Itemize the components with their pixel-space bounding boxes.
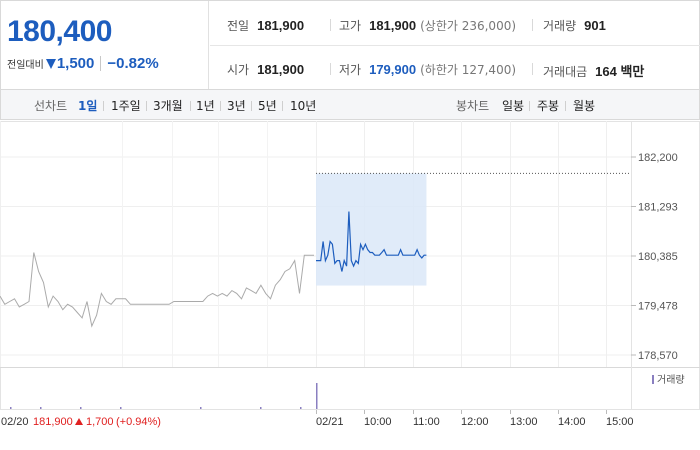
divider	[565, 101, 566, 111]
candle-chart-label: 봉차트	[456, 99, 490, 113]
previous-day-date: 02/20	[1, 416, 29, 428]
period-1d[interactable]: 1일	[78, 99, 98, 113]
stats-table: 전일 181,900 고가 181,900 (상한가 236,000) 거래량 …	[210, 1, 700, 90]
chart-canvas: 182,200 181,293 180,385 179,478 178,570 거래량 02…	[0, 121, 700, 428]
stat-value: 179,900	[369, 62, 417, 77]
period-3y[interactable]: 3년	[227, 99, 246, 113]
candle-monthly[interactable]: 월봉	[573, 99, 596, 113]
stat-value: 181,900	[369, 18, 417, 33]
divider	[190, 101, 191, 111]
volume-bar	[40, 407, 42, 409]
stat-value: 901	[584, 18, 606, 33]
stat-label: 거래대금	[543, 65, 588, 79]
stat-low: 저가 179,900 (하한가 127,400)	[339, 61, 516, 78]
down-triangle-icon	[45, 58, 56, 69]
divider	[251, 101, 252, 111]
upper-limit: (상한가 236,000)	[420, 19, 517, 33]
volume-legend-label: 거래량	[657, 374, 685, 386]
stat-value: 181,900	[257, 62, 305, 77]
x-tick-label: 14:00	[558, 416, 586, 428]
previous-day-change: 1,700	[86, 416, 114, 428]
stat-label: 시가	[227, 63, 250, 77]
divider	[529, 101, 530, 111]
stat-label: 고가	[339, 19, 362, 33]
divider	[330, 63, 331, 75]
today-range-highlight	[316, 173, 427, 286]
divider	[532, 19, 533, 31]
change-label: 전일대비	[7, 60, 44, 71]
divider	[146, 101, 147, 111]
y-tick-label: 181,293	[638, 202, 678, 214]
y-tick-label: 178,570	[638, 350, 678, 362]
candle-daily[interactable]: 일봉	[502, 99, 525, 113]
period-1y[interactable]: 1년	[196, 99, 215, 113]
up-triangle-icon	[75, 418, 83, 425]
y-tick-label: 182,200	[638, 152, 678, 164]
stat-prev-close: 전일 181,900	[227, 17, 304, 34]
previous-day-series	[0, 252, 314, 328]
period-1w[interactable]: 1주일	[111, 99, 141, 113]
volume-bar	[10, 407, 12, 409]
period-10y[interactable]: 10년	[290, 99, 317, 113]
volume-bar	[80, 407, 82, 409]
price-change: 전일대비 1,500 −0.82%	[7, 55, 159, 72]
divider	[532, 63, 533, 75]
x-tick-label: 13:00	[510, 416, 538, 428]
previous-day-close: 181,900	[33, 416, 73, 428]
period-5y[interactable]: 5년	[258, 99, 277, 113]
divider	[220, 101, 221, 111]
volume-bar	[316, 383, 318, 409]
stat-value: 164 백만	[595, 64, 645, 79]
stat-value: 181,900	[257, 18, 305, 33]
stat-label: 전일	[227, 19, 250, 33]
x-tick-label: 15:00	[606, 416, 634, 428]
stat-volume: 거래량 901	[543, 17, 606, 34]
stat-open: 시가 181,900	[227, 61, 304, 78]
lower-limit: (하한가 127,400)	[420, 63, 517, 77]
row-divider	[210, 45, 700, 46]
stat-label: 저가	[339, 63, 362, 77]
divider	[330, 19, 331, 31]
volume-bar	[200, 407, 202, 409]
volume-bar	[260, 407, 262, 409]
volume-bar	[120, 407, 122, 409]
x-tick-label: 12:00	[461, 416, 489, 428]
stat-label: 거래량	[543, 19, 577, 33]
line-chart-label: 선차트	[34, 99, 68, 113]
previous-day-change-percent: (+0.94%)	[116, 416, 161, 428]
y-tick-label: 179,478	[638, 301, 678, 313]
x-tick-label: 10:00	[364, 416, 392, 428]
chart-period-toolbar: 선차트 1일 1주일 3개월 1년 3년 5년 10년 봉차트 일봉 주봉 월봉	[0, 89, 700, 120]
y-tick-label: 180,385	[638, 251, 678, 263]
candle-weekly[interactable]: 주봉	[537, 99, 560, 113]
volume-legend-swatch	[652, 375, 654, 384]
quote-summary: 180,400 전일대비 1,500 −0.82% 전일 181,900 고가 …	[0, 0, 700, 90]
x-tick-label: 11:00	[413, 416, 440, 428]
price-box: 180,400 전일대비 1,500 −0.82%	[1, 1, 209, 90]
current-price: 180,400	[7, 15, 112, 48]
divider	[282, 101, 283, 111]
price-chart[interactable]: 182,200 181,293 180,385 179,478 178,570 거래량 02…	[0, 121, 700, 450]
divider	[100, 56, 102, 71]
period-3m[interactable]: 3개월	[153, 99, 183, 113]
volume-bar	[300, 407, 302, 409]
x-tick-label: 02/21	[316, 416, 344, 428]
stat-trade-value: 거래대금 164 백만	[543, 61, 644, 80]
change-percent: −0.82%	[107, 55, 159, 72]
change-amount: 1,500	[56, 55, 95, 72]
today-series	[316, 211, 427, 272]
stat-high: 고가 181,900 (상한가 236,000)	[339, 17, 516, 34]
divider	[103, 101, 104, 111]
